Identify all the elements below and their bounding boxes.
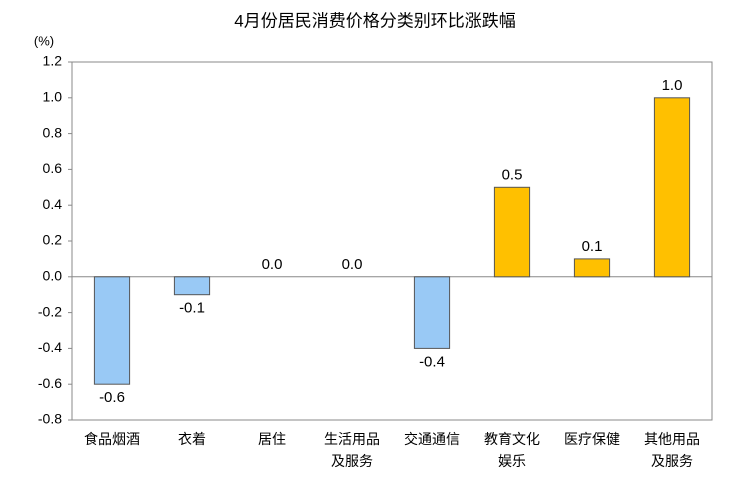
value-label: -0.1 bbox=[179, 300, 205, 317]
y-tick-label: -0.2 bbox=[38, 303, 62, 319]
y-tick-label: 0.2 bbox=[43, 232, 63, 248]
value-label: -0.4 bbox=[419, 353, 445, 370]
y-tick-label: -0.6 bbox=[38, 375, 62, 391]
y-tick-label: 1.2 bbox=[43, 53, 63, 69]
x-tick-label: 生活用品及服务 bbox=[324, 431, 380, 469]
value-label: -0.6 bbox=[99, 389, 125, 406]
x-tick-label: 食品烟酒 bbox=[84, 431, 140, 447]
bar bbox=[653, 97, 691, 278]
value-label: 0.0 bbox=[262, 256, 283, 273]
x-tick-label: 教育文化娱乐 bbox=[484, 431, 540, 469]
y-tick-label: 1.0 bbox=[43, 89, 63, 105]
value-label: 0.1 bbox=[582, 238, 603, 255]
value-label: 0.5 bbox=[502, 166, 523, 183]
plot-frame bbox=[71, 61, 713, 421]
bar bbox=[173, 276, 211, 296]
bar bbox=[93, 276, 131, 385]
chart-title: 4月份居民消费价格分类别环比涨跌幅 bbox=[234, 11, 515, 30]
y-tick-label: 0.6 bbox=[43, 160, 63, 176]
value-label: 1.0 bbox=[662, 77, 683, 94]
y-tick-label: 0.0 bbox=[43, 268, 63, 284]
bar bbox=[413, 276, 451, 349]
x-tick-label: 衣着 bbox=[178, 431, 206, 447]
x-tick-label: 其他用品及服务 bbox=[644, 431, 700, 469]
y-tick-label: -0.4 bbox=[38, 339, 62, 355]
x-tick-label: 居住 bbox=[258, 431, 286, 447]
x-tick-label: 医疗保健 bbox=[564, 431, 620, 447]
bar bbox=[493, 186, 531, 278]
bar bbox=[573, 258, 611, 278]
value-label: 0.0 bbox=[342, 256, 363, 273]
y-tick-label: 0.8 bbox=[43, 124, 63, 140]
x-tick-label: 交通通信 bbox=[404, 431, 460, 447]
y-axis-unit: (%) bbox=[34, 33, 54, 48]
y-tick-label: -0.8 bbox=[38, 411, 62, 427]
y-tick-label: 0.4 bbox=[43, 196, 63, 212]
